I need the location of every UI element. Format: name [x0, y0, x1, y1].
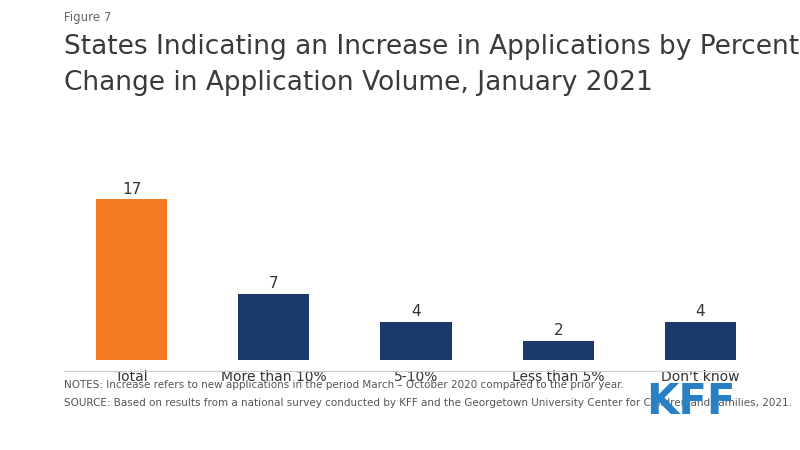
Bar — [238, 294, 310, 360]
Bar — [665, 322, 736, 360]
Text: 7: 7 — [269, 276, 278, 291]
Text: Change in Application Volume, January 2021: Change in Application Volume, January 20… — [64, 70, 653, 96]
Text: 4: 4 — [696, 304, 706, 320]
Text: KFF: KFF — [646, 381, 736, 423]
Text: Figure 7: Figure 7 — [64, 11, 111, 24]
Text: States Indicating an Increase in Applications by Percent: States Indicating an Increase in Applica… — [64, 34, 799, 60]
Bar — [522, 341, 594, 360]
Text: NOTES: Increase refers to new applications in the period March – October 2020 co: NOTES: Increase refers to new applicatio… — [64, 380, 624, 390]
Text: 2: 2 — [554, 323, 563, 338]
Bar — [381, 322, 451, 360]
Bar — [96, 199, 167, 360]
Text: 17: 17 — [122, 181, 141, 197]
Text: 4: 4 — [411, 304, 421, 320]
Text: SOURCE: Based on results from a national survey conducted by KFF and the Georget: SOURCE: Based on results from a national… — [64, 398, 792, 408]
